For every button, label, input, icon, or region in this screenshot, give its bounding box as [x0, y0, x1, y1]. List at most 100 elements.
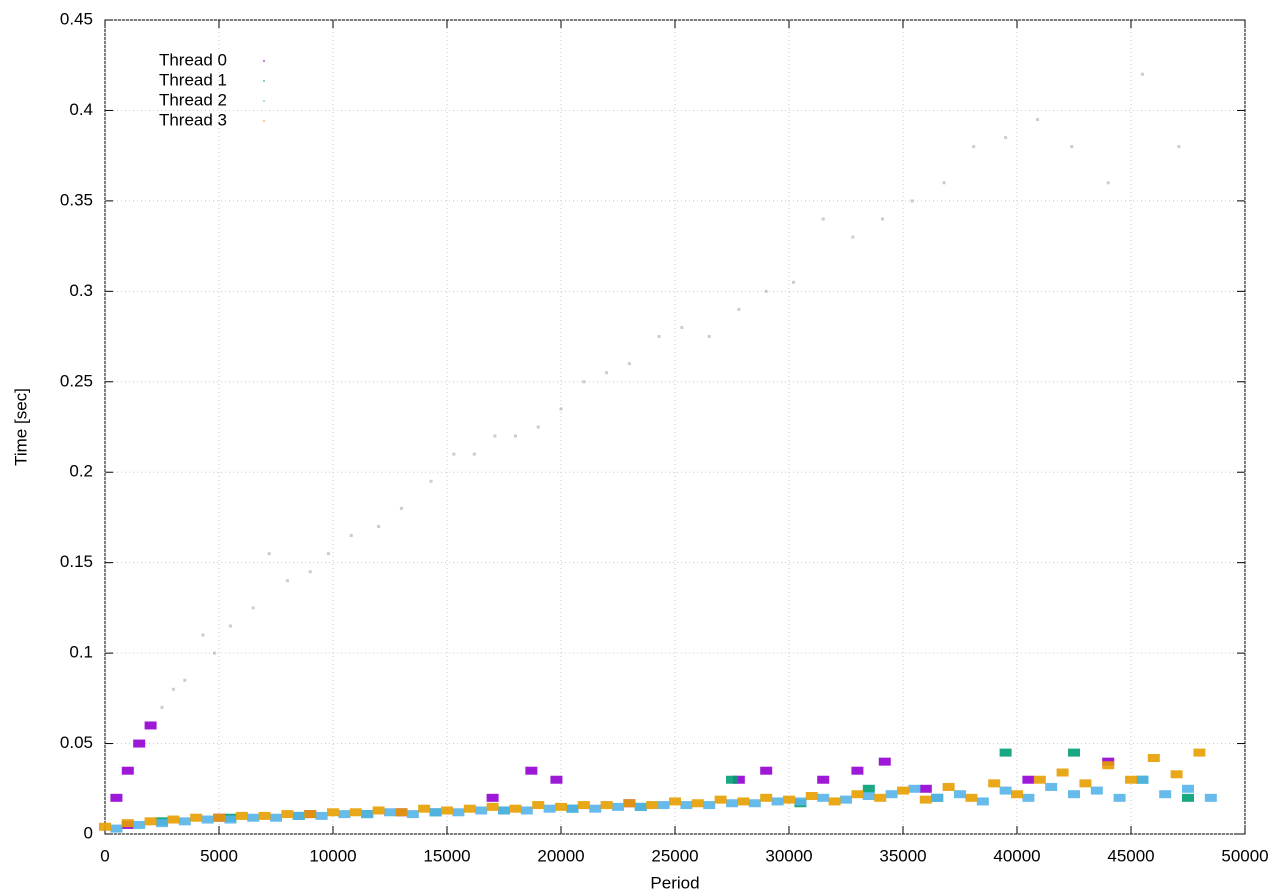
point	[377, 524, 381, 528]
point	[183, 678, 187, 682]
point	[292, 811, 305, 820]
point	[160, 705, 164, 709]
y-tick-label: 0.4	[69, 100, 93, 119]
point	[732, 775, 745, 784]
point	[862, 784, 875, 793]
point	[384, 808, 396, 817]
point	[315, 811, 328, 820]
point	[285, 579, 289, 583]
point	[395, 808, 408, 817]
y-tick-label: 0.2	[69, 462, 93, 481]
point	[1056, 768, 1069, 777]
point	[771, 797, 784, 806]
point	[942, 181, 946, 185]
point	[190, 813, 203, 822]
point	[1068, 790, 1080, 799]
point	[251, 606, 255, 610]
point	[144, 721, 157, 730]
point	[783, 795, 795, 804]
point	[965, 793, 978, 802]
point	[156, 819, 168, 828]
point	[361, 810, 374, 819]
point	[726, 775, 738, 784]
point	[851, 235, 855, 239]
point	[910, 199, 914, 203]
point	[942, 782, 955, 791]
point	[258, 811, 271, 820]
point	[999, 748, 1012, 757]
point	[691, 799, 704, 808]
point	[1204, 793, 1217, 802]
point	[726, 799, 738, 808]
point	[1147, 754, 1160, 763]
point	[760, 766, 773, 775]
point	[463, 804, 476, 813]
point	[235, 811, 248, 820]
point	[550, 775, 563, 784]
point	[224, 815, 237, 824]
point	[327, 808, 339, 817]
point	[349, 534, 353, 538]
point	[897, 786, 909, 795]
point	[418, 804, 431, 813]
point	[1193, 748, 1206, 757]
x-tick-label: 40000	[993, 846, 1040, 865]
point	[1090, 786, 1103, 795]
y-tick-label: 0.25	[60, 371, 93, 390]
point	[1170, 770, 1183, 779]
point	[178, 817, 191, 826]
x-tick-label: 25000	[651, 846, 698, 865]
x-tick-label: 10000	[309, 846, 356, 865]
point	[452, 452, 456, 456]
point	[707, 335, 711, 339]
point	[627, 362, 631, 366]
point	[1022, 775, 1035, 784]
point	[669, 797, 681, 806]
point	[851, 766, 864, 775]
legend-marker	[263, 80, 265, 82]
point	[144, 817, 157, 826]
x-tick-label: 5000	[200, 846, 238, 865]
point	[566, 804, 579, 813]
y-tick-label: 0.05	[60, 733, 93, 752]
point	[794, 797, 807, 806]
y-axis-label: Time [sec]	[11, 388, 30, 466]
point	[1045, 782, 1058, 791]
point	[988, 779, 1001, 788]
x-tick-label: 45000	[1107, 846, 1154, 865]
point	[372, 806, 385, 815]
point	[840, 795, 852, 804]
point	[885, 790, 898, 799]
plot-frame	[104, 19, 1246, 835]
point	[452, 808, 465, 817]
point	[472, 452, 476, 456]
point	[212, 651, 216, 655]
point	[760, 793, 773, 802]
point	[532, 801, 545, 810]
point	[213, 813, 225, 822]
point	[406, 810, 419, 819]
point	[862, 792, 875, 801]
legend-label: Thread 1	[159, 70, 227, 89]
x-axis-label: Period	[650, 873, 699, 892]
point	[121, 819, 134, 828]
x-tick-label: 35000	[879, 846, 926, 865]
point	[326, 552, 330, 556]
point	[559, 407, 563, 411]
point	[737, 797, 750, 806]
point	[703, 801, 716, 810]
point	[1182, 793, 1194, 802]
point	[612, 802, 624, 811]
point	[1136, 775, 1149, 784]
point	[133, 739, 146, 748]
point	[429, 479, 433, 483]
y-tick-label: 0.3	[69, 281, 93, 300]
point	[110, 824, 123, 833]
point	[133, 820, 146, 829]
x-tick-label: 0	[100, 846, 109, 865]
point	[1068, 748, 1080, 757]
point	[623, 799, 636, 808]
point	[874, 793, 887, 802]
point	[270, 813, 282, 822]
point	[878, 757, 891, 766]
